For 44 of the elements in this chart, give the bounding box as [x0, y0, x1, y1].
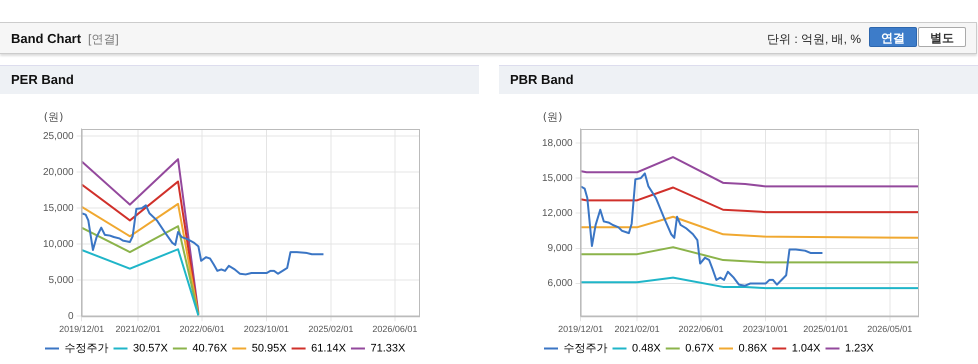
- text: [연결]: [88, 31, 119, 48]
- text: 단위 : 억원, 배, %: [766, 31, 861, 48]
- legend-label: 1.23X: [844, 342, 874, 355]
- x-tick-label: 2023/10/01: [244, 324, 289, 334]
- legend-label: 0.67X: [685, 342, 715, 355]
- text: 연결: [869, 27, 917, 47]
- x-tick-label: 2021/02/01: [614, 324, 660, 334]
- legend-label: 0.48X: [632, 342, 662, 355]
- y-tick-label: 0: [68, 310, 74, 322]
- x-tick-label: 2023/10/01: [742, 324, 788, 334]
- legend-label: 71.33X: [370, 342, 406, 355]
- x-tick-label: 2019/12/01: [558, 324, 604, 334]
- x-tick-label: 2021/02/01: [116, 324, 161, 334]
- x-tick-label: 2019/12/01: [59, 324, 104, 334]
- legend-label: 30.57X: [133, 342, 169, 355]
- x-tick-label: 2025/02/01: [308, 324, 354, 334]
- legend-label: 수정주가: [64, 342, 108, 355]
- y-tick-label: 15,000: [42, 202, 74, 214]
- legend-label: 0.86X: [738, 342, 768, 355]
- y-tick-label: 15,000: [542, 172, 574, 184]
- x-tick-label: 2022/06/01: [678, 324, 724, 334]
- y-axis-title: (원): [44, 110, 64, 124]
- legend-label: 40.76X: [192, 342, 228, 355]
- y-axis-title: (원): [542, 110, 562, 124]
- x-tick-label: 2026/05/01: [867, 324, 912, 334]
- y-tick-label: 20,000: [42, 166, 74, 178]
- y-tick-label: 25,000: [42, 130, 74, 142]
- text: Band Chart: [11, 31, 82, 46]
- x-tick-label: 2025/01/01: [803, 324, 848, 334]
- legend-label: 수정주가: [564, 342, 608, 355]
- y-tick-label: 9,000: [548, 243, 574, 254]
- chart-title: PER Band: [0, 65, 479, 94]
- legend-label: 1.04X: [792, 342, 822, 355]
- chart-title: PBR Band: [499, 65, 978, 94]
- x-tick-label: 2026/06/01: [372, 324, 418, 334]
- text: 별도: [918, 27, 966, 47]
- legend-label: 61.14X: [311, 342, 347, 355]
- y-tick-label: 6,000: [548, 278, 574, 290]
- y-tick-label: 5,000: [48, 274, 74, 286]
- x-tick-label: 2022/06/01: [180, 324, 225, 334]
- y-tick-label: 12,000: [542, 208, 574, 219]
- y-tick-label: 10,000: [42, 238, 74, 250]
- legend-label: 50.95X: [252, 342, 288, 355]
- y-tick-label: 18,000: [542, 138, 574, 149]
